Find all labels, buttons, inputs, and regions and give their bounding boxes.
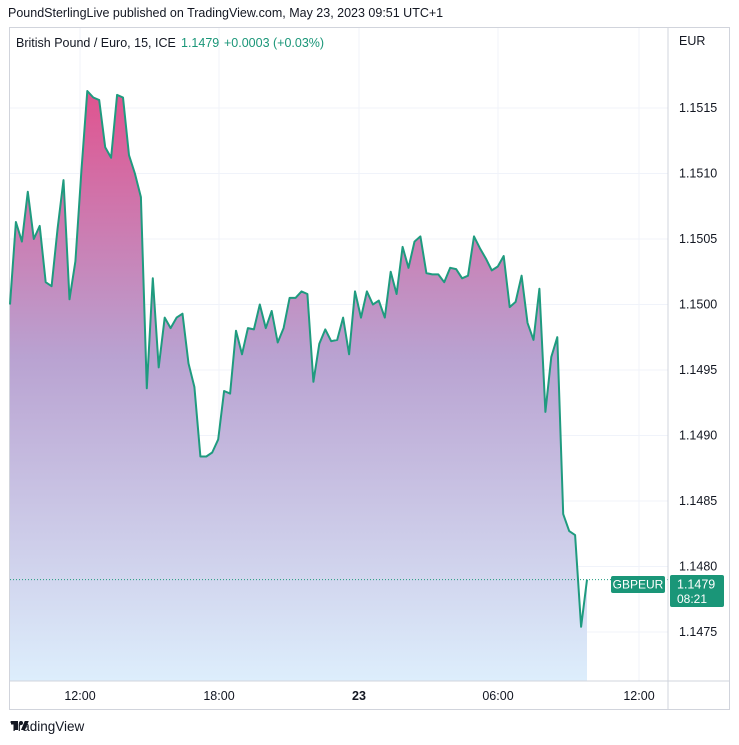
x-tick-label: 18:00 xyxy=(203,689,234,703)
x-tick-label: 06:00 xyxy=(482,689,513,703)
footer[interactable]: TradingView xyxy=(10,719,84,734)
symbol-tag: GBPEUR xyxy=(611,576,665,593)
last-price-label: 1.1479 08:21 xyxy=(670,575,724,607)
y-tick-label: 1.1480 xyxy=(679,560,717,574)
symbol-tag-text: GBPEUR xyxy=(613,578,664,592)
y-tick-label: 1.1510 xyxy=(679,167,717,181)
y-tick-label: 1.1495 xyxy=(679,363,717,377)
y-tick-label: 1.1505 xyxy=(679,232,717,246)
y-tick-label: 1.1490 xyxy=(679,429,717,443)
x-tick-label: 12:00 xyxy=(623,689,654,703)
y-tick-label: 1.1475 xyxy=(679,625,717,639)
countdown: 08:21 xyxy=(677,592,707,606)
currency-label: EUR xyxy=(679,34,705,48)
legend-price: 1.1479 xyxy=(181,36,219,50)
legend-symbol: British Pound / Euro, 15, ICE xyxy=(16,36,176,50)
legend-change: +0.0003 (+0.03%) xyxy=(224,36,324,50)
tradingview-logo-icon xyxy=(10,719,30,733)
y-tick-label: 1.1485 xyxy=(679,494,717,508)
x-tick-label: 23 xyxy=(352,689,366,703)
last-price-value: 1.1479 xyxy=(677,578,715,592)
y-tick-label: 1.1515 xyxy=(679,101,717,115)
x-tick-label: 12:00 xyxy=(64,689,95,703)
area-fill xyxy=(10,91,587,681)
y-tick-label: 1.1500 xyxy=(679,298,717,312)
